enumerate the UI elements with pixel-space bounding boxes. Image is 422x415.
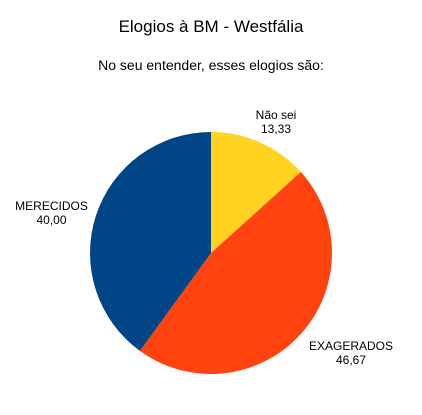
slice-label-value: 40,00 [36,213,67,227]
slice-label-value: 46,67 [335,353,367,367]
slice-label-nao-sei: Não sei 13,33 [230,108,322,136]
pie-slice-exagerados [139,172,332,374]
chart-subtitle: No seu entender, esses elogios são: [98,57,324,73]
chart-title: Elogios à BM - Westfália [118,17,304,36]
pie-slice-merecidos [90,132,211,351]
slice-label-name: MERECIDOS [15,199,88,213]
pie-slice-nao-sei [211,132,301,253]
slice-label-name: Não sei [255,108,297,122]
slice-label-value: 13,33 [260,122,292,136]
slice-label-name: EXAGERADOS [308,339,394,353]
slice-label-exagerados: EXAGERADOS 46,67 [296,339,406,367]
slice-label-merecidos: MERECIDOS 40,00 [4,199,99,227]
